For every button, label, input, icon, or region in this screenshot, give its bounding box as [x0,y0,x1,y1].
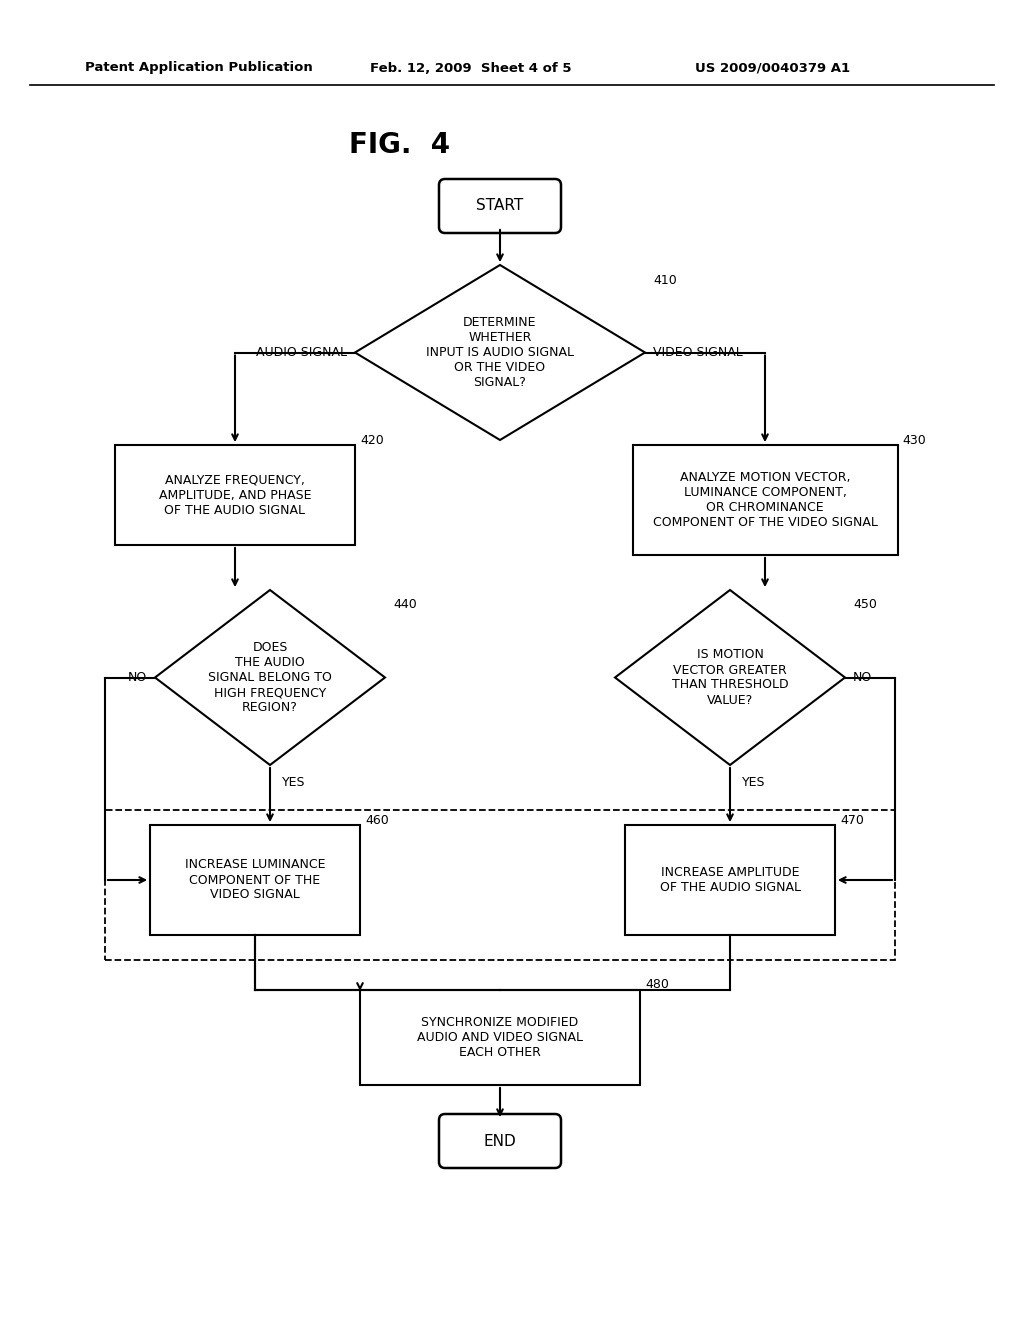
Text: 450: 450 [853,598,877,611]
Text: Feb. 12, 2009  Sheet 4 of 5: Feb. 12, 2009 Sheet 4 of 5 [370,62,571,74]
Text: 410: 410 [653,273,677,286]
Text: NO: NO [128,671,147,684]
Text: DETERMINE
WHETHER
INPUT IS AUDIO SIGNAL
OR THE VIDEO
SIGNAL?: DETERMINE WHETHER INPUT IS AUDIO SIGNAL … [426,315,574,389]
Text: SYNCHRONIZE MODIFIED
AUDIO AND VIDEO SIGNAL
EACH OTHER: SYNCHRONIZE MODIFIED AUDIO AND VIDEO SIG… [417,1016,583,1059]
Text: 460: 460 [365,813,389,826]
Text: IS MOTION
VECTOR GREATER
THAN THRESHOLD
VALUE?: IS MOTION VECTOR GREATER THAN THRESHOLD … [672,648,788,706]
Bar [115,445,355,545]
Text: INCREASE AMPLITUDE
OF THE AUDIO SIGNAL: INCREASE AMPLITUDE OF THE AUDIO SIGNAL [659,866,801,894]
Text: NO: NO [853,671,872,684]
Text: VIDEO SIGNAL: VIDEO SIGNAL [653,346,742,359]
Bar [105,810,895,960]
Text: ANALYZE FREQUENCY,
AMPLITUDE, AND PHASE
OF THE AUDIO SIGNAL: ANALYZE FREQUENCY, AMPLITUDE, AND PHASE … [159,474,311,516]
Text: 430: 430 [902,433,927,446]
Text: 480: 480 [645,978,669,991]
Text: END: END [483,1134,516,1148]
Text: 440: 440 [393,598,417,611]
Text: YES: YES [282,776,305,789]
Text: 420: 420 [360,433,384,446]
Text: START: START [476,198,523,214]
Text: 470: 470 [840,813,864,826]
Text: Patent Application Publication: Patent Application Publication [85,62,312,74]
Text: INCREASE LUMINANCE
COMPONENT OF THE
VIDEO SIGNAL: INCREASE LUMINANCE COMPONENT OF THE VIDE… [184,858,326,902]
FancyBboxPatch shape [439,180,561,234]
Text: YES: YES [742,776,766,789]
Text: ANALYZE MOTION VECTOR,
LUMINANCE COMPONENT,
OR CHROMINANCE
COMPONENT OF THE VIDE: ANALYZE MOTION VECTOR, LUMINANCE COMPONE… [652,471,878,529]
Text: FIG.  4: FIG. 4 [349,131,451,158]
Text: DOES
THE AUDIO
SIGNAL BELONG TO
HIGH FREQUENCY
REGION?: DOES THE AUDIO SIGNAL BELONG TO HIGH FRE… [208,642,332,714]
Bar [360,990,640,1085]
Polygon shape [615,590,845,766]
Bar [625,825,835,935]
Text: AUDIO SIGNAL: AUDIO SIGNAL [256,346,347,359]
Polygon shape [155,590,385,766]
FancyBboxPatch shape [439,1114,561,1168]
Bar [150,825,360,935]
Text: US 2009/0040379 A1: US 2009/0040379 A1 [695,62,850,74]
Bar [633,445,897,554]
Polygon shape [355,265,645,440]
